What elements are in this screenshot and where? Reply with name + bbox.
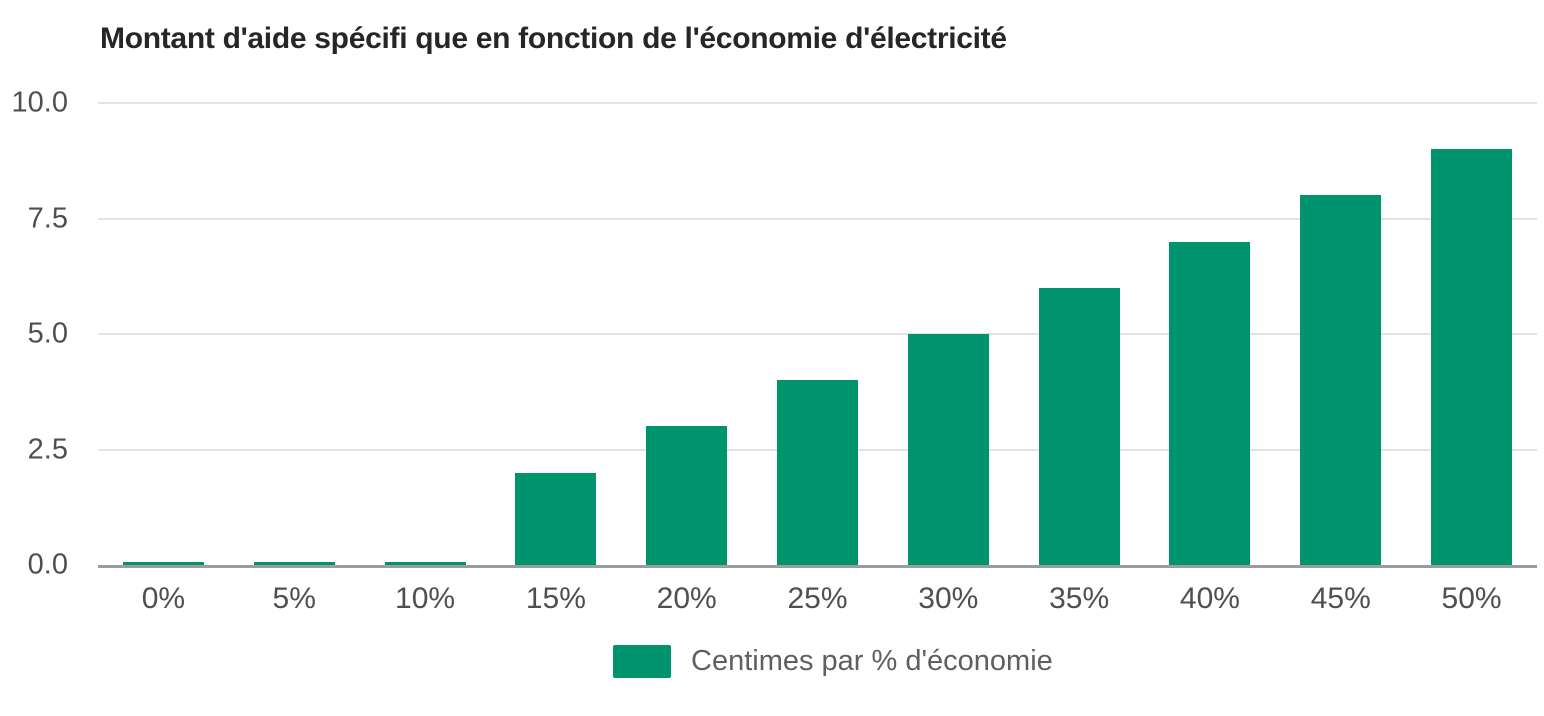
bar-30-percent [907,334,989,565]
y-tick-label: 0.0 [27,548,68,581]
legend-swatch [613,645,671,678]
chart-title: Montant d'aide spécifi que en fonction d… [100,22,1007,55]
x-axis-baseline [98,565,1537,568]
gridline [98,217,1537,220]
x-tick-label: 10% [395,582,456,615]
bar-20-percent [646,426,728,565]
bar-40-percent [1169,241,1251,565]
bar-10-percent [384,562,466,565]
bar-5-percent [253,562,335,565]
gridline [98,102,1537,104]
x-tick-label: 0% [141,582,186,615]
bar-15-percent [515,472,597,565]
x-tick-label: 15% [525,582,586,615]
x-tick-label: 5% [272,582,316,615]
x-tick-label: 35% [1049,582,1110,615]
plot-area [98,102,1537,568]
x-axis: 0% 5% 10% 15% 20% 25% 30% 35% 40% 45% 50% [98,582,1537,618]
bar-0-percent [122,562,204,565]
bar-35-percent [1038,287,1120,565]
x-tick-label: 30% [918,582,979,615]
legend: Centimes par % d'économie [613,645,1053,678]
gridline [98,333,1537,335]
y-tick-label: 2.5 [27,433,68,465]
bar-50-percent [1431,149,1513,565]
y-axis: 0.0 2.5 5.0 7.5 10.0 [0,87,68,581]
y-tick-label: 10.0 [11,86,68,119]
bar-45-percent [1300,195,1382,565]
x-tick-label: 45% [1310,582,1371,615]
x-tick-label: 50% [1441,582,1502,615]
x-tick-label: 40% [1179,582,1240,615]
x-tick-label: 20% [656,582,717,615]
y-tick-label: 5.0 [27,317,68,350]
legend-label: Centimes par % d'économie [691,645,1053,677]
x-tick-label: 25% [787,582,848,615]
bar-25-percent [777,380,858,565]
y-tick-label: 7.5 [27,202,68,234]
